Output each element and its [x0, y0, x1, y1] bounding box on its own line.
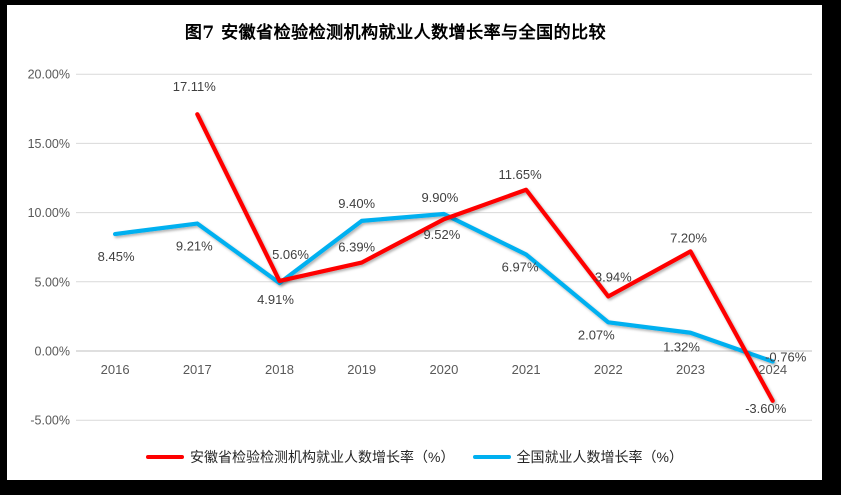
chart-title: 图7 安徽省检验检测机构就业人数增长率与全国的比较 [184, 23, 607, 43]
legend-red-line-swatch [146, 455, 185, 459]
data-label: 5.06% [272, 247, 309, 262]
data-label: 1.32% [663, 340, 700, 355]
x-axis-label-2023: 2023 [676, 362, 705, 377]
legend-item-national-series[interactable]: 全国就业人数增长率（%） [472, 447, 683, 467]
data-label: 17.11% [173, 79, 217, 94]
y-axis-tick-label: 5.00% [35, 275, 70, 289]
data-label: 6.97% [502, 260, 539, 275]
data-label: 9.21% [176, 239, 213, 254]
data-label: 3.94% [595, 269, 632, 284]
series-line-national[interactable] [112, 211, 775, 364]
chart-legend: 安徽省检验检测机构就业人数增长率（%） 全国就业人数增长率（%） [7, 447, 822, 467]
x-axis-label-2018: 2018 [265, 362, 294, 377]
y-axis-tick-label: 20.00% [28, 68, 70, 82]
y-axis-tick-label: 0.00% [35, 345, 70, 359]
data-label: 4.91% [257, 292, 294, 307]
x-axis-label-2020: 2020 [429, 362, 458, 377]
legend-label-national: 全国就业人数增长率（%） [516, 449, 683, 465]
data-label: 9.90% [421, 190, 458, 205]
data-label: 7.20% [670, 230, 707, 245]
y-axis-tick-label: -5.00% [30, 414, 70, 428]
y-axis-tick-label: 10.00% [28, 206, 70, 220]
legend-label-anhui: 安徽省检验检测机构就业人数增长率（%） [190, 449, 455, 465]
data-label: -0.76% [765, 350, 807, 365]
x-axis-label-2019: 2019 [347, 362, 376, 377]
legend-item-anhui-series[interactable]: 安徽省检验检测机构就业人数增长率（%） [146, 447, 455, 467]
data-label: 9.52% [423, 227, 460, 242]
y-axis-tick-label: 15.00% [28, 137, 70, 151]
data-label: 2.07% [578, 327, 615, 342]
x-axis-label-2021: 2021 [512, 362, 541, 377]
x-axis-label-2016: 2016 [101, 362, 130, 377]
data-label: 8.45% [98, 249, 135, 264]
data-label: 9.40% [338, 196, 375, 211]
x-axis-label-2022: 2022 [594, 362, 623, 377]
data-label: 11.65% [499, 167, 543, 182]
series-line-anhui[interactable] [195, 112, 775, 403]
legend-blue-line-swatch [472, 455, 511, 459]
x-axis-label-2017: 2017 [183, 362, 212, 377]
chart-canvas: 图7 安徽省检验检测机构就业人数增长率与全国的比较 20.00% 15.00% 10… [7, 5, 822, 480]
x-axis-label-2024: 2024 [758, 362, 787, 377]
data-label: -3.60% [745, 401, 787, 416]
line-chart-plot: 20.00% 15.00% 10.00% 5.00% 0.00% -5.00% 2016 20… [28, 68, 812, 428]
data-label: 6.39% [338, 240, 375, 255]
